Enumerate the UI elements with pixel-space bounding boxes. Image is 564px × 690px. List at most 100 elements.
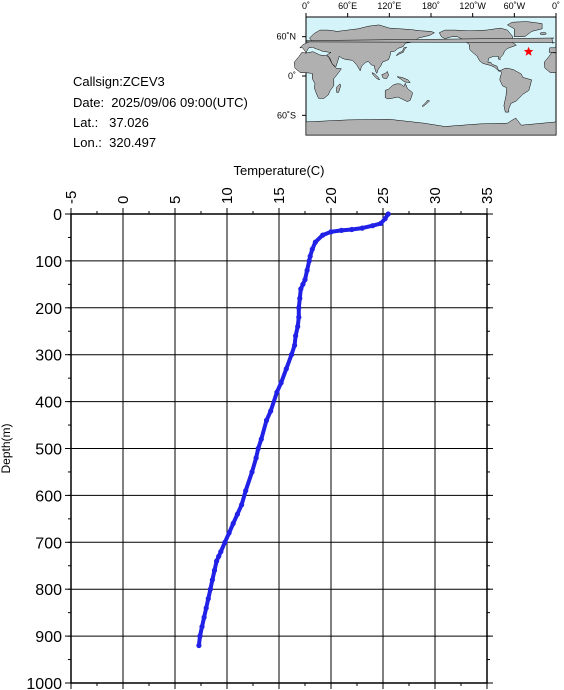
- data-point: [306, 258, 312, 264]
- land-madagascar: [336, 83, 341, 93]
- data-point: [211, 567, 218, 573]
- data-point: [283, 366, 289, 372]
- map-lon-label: 180˚: [422, 1, 440, 11]
- data-point: [385, 211, 391, 217]
- data-point: [274, 389, 280, 395]
- map-lon-label: 0˚: [302, 1, 310, 11]
- map-lat-label: 0˚: [288, 71, 296, 81]
- y-tick-label: 1000: [26, 676, 62, 690]
- data-point: [288, 352, 295, 358]
- data-point: [249, 469, 255, 475]
- x-tick-label: 10: [219, 187, 236, 204]
- land-south-america: [499, 67, 533, 113]
- land-australia: [384, 82, 413, 102]
- data-point: [258, 436, 264, 442]
- date-text: Date: 2025/09/06 09:00(UTC): [73, 95, 248, 110]
- land-africa-wrap: [543, 52, 557, 73]
- y-axis-label: Depth(m): [0, 423, 13, 473]
- y-tick-label: 700: [35, 535, 62, 552]
- land-new-zealand: [421, 100, 431, 107]
- data-point: [296, 314, 302, 320]
- data-point: [197, 633, 203, 639]
- data-point: [298, 286, 304, 292]
- data-point: [201, 614, 207, 620]
- data-point: [216, 553, 222, 559]
- y-tick-label: 800: [35, 582, 62, 599]
- land-greenland: [506, 21, 543, 37]
- data-point: [239, 502, 245, 508]
- y-tick-label: 600: [35, 488, 62, 505]
- data-point: [307, 253, 313, 259]
- x-tick-label: -5: [63, 191, 80, 204]
- map-lon-label: 120˚W: [459, 1, 486, 11]
- y-tick-label: 0: [53, 207, 62, 224]
- data-point: [304, 267, 310, 273]
- map-left-labels: 60˚N 0˚ 60˚S: [276, 32, 296, 121]
- y-tick-label: 200: [35, 301, 62, 318]
- data-point: [378, 220, 384, 226]
- y-tick-label: 900: [35, 629, 62, 646]
- map-lon-label: 60˚W: [504, 1, 526, 11]
- land-africa: [293, 51, 342, 99]
- y-tick-label: 400: [35, 395, 62, 412]
- data-point: [309, 246, 315, 252]
- data-point: [370, 223, 376, 229]
- data-point: [359, 225, 365, 231]
- data-point: [292, 342, 298, 348]
- data-point: [222, 539, 228, 545]
- data-point: [268, 408, 274, 414]
- x-tick-label: 0: [115, 196, 132, 204]
- y-tick-label: 300: [35, 348, 62, 365]
- data-point: [349, 226, 355, 233]
- star-icon: [523, 46, 534, 56]
- latitude-text: Lat.: 37.026: [73, 115, 149, 130]
- data-point: [320, 232, 326, 238]
- data-point: [203, 605, 209, 611]
- data-point: [295, 324, 301, 330]
- data-point: [302, 277, 308, 283]
- data-point: [230, 520, 236, 527]
- x-tick-label: 5: [167, 196, 184, 204]
- data-point: [234, 511, 240, 517]
- callsign-text: Callsign:ZCEV3: [73, 74, 165, 89]
- land-europe-wrap: [548, 47, 557, 53]
- data-point: [243, 488, 249, 494]
- land-japan: [396, 46, 408, 56]
- map-lon-label: 0˚: [552, 1, 560, 11]
- map-lon-label: 120˚E: [377, 1, 401, 11]
- data-point: [226, 530, 232, 536]
- data-point: [300, 281, 306, 287]
- map-top-labels: 0˚ 60˚E 120˚E 180˚ 120˚W 60˚W 0˚: [302, 1, 560, 11]
- land-iceland: [539, 32, 547, 35]
- land-new-guinea: [396, 76, 411, 83]
- map-landmasses: [293, 21, 557, 136]
- data-point: [312, 239, 318, 245]
- data-point: [328, 229, 334, 235]
- data-point: [296, 305, 302, 311]
- data-point: [278, 380, 284, 386]
- x-tick-label: 15: [271, 187, 288, 204]
- x-tick-labels: -5 0 5 10 15 20 25 30 35: [63, 187, 496, 204]
- x-tick-label: 35: [479, 187, 496, 204]
- temperature-depth-chart: Temperature(C) Depth(m) -5 0 5 10 15 20 25 30 35…: [0, 163, 496, 690]
- data-point: [207, 586, 213, 592]
- data-point: [196, 642, 202, 649]
- map-lat-label: 60˚N: [276, 32, 296, 42]
- data-point: [205, 596, 211, 602]
- data-point: [297, 295, 303, 301]
- data-point: [253, 455, 259, 461]
- data-points: [196, 211, 391, 649]
- data-point: [214, 558, 220, 564]
- map-lat-label: 60˚S: [277, 110, 296, 120]
- data-point: [218, 549, 224, 555]
- chart-grid: [70, 213, 488, 684]
- land-borneo: [381, 70, 389, 79]
- data-point: [255, 445, 261, 452]
- y-tick-labels: 0 100 200 300 400 500 600 700 800 900 1000: [26, 207, 62, 690]
- longitude-text: Lon.: 320.497: [73, 135, 157, 150]
- map-ticks: [302, 13, 557, 116]
- x-axis-label: Temperature(C): [233, 163, 324, 178]
- land-britain: [305, 37, 555, 44]
- map-lon-label: 60˚E: [338, 1, 357, 11]
